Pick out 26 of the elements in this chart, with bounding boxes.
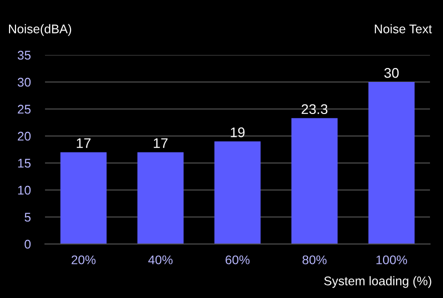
- bar: [368, 82, 415, 244]
- y-tick-label: 25: [18, 104, 31, 114]
- y-axis-title: Noise(dBA): [9, 24, 72, 36]
- data-label: 17: [76, 138, 91, 148]
- x-tick-label: 60%: [226, 255, 250, 264]
- y-tick-label: 15: [18, 158, 31, 168]
- y-tick-label: 30: [18, 78, 31, 87]
- x-tick-label: 40%: [148, 255, 173, 264]
- y-tick-label: 5: [24, 212, 31, 222]
- x-tick-label: 100%: [376, 255, 408, 264]
- data-label: 30: [384, 68, 399, 78]
- y-tick-label: 10: [18, 186, 31, 195]
- y-tick-label: 20: [18, 132, 31, 141]
- bar: [214, 141, 261, 244]
- bar: [137, 152, 184, 244]
- x-tick-label: 80%: [302, 255, 327, 264]
- data-label: 19: [230, 127, 245, 138]
- y-tick-label: 35: [18, 50, 31, 60]
- x-tick-label: 20%: [72, 255, 96, 264]
- bar: [291, 118, 338, 244]
- data-label: 17: [154, 138, 168, 148]
- x-axis-title: System loading (%): [324, 276, 432, 288]
- data-label: 23.3: [302, 104, 328, 114]
- bar: [60, 152, 107, 244]
- text: Noise Text: [374, 24, 432, 34]
- y-tick-label: 0: [24, 240, 31, 249]
